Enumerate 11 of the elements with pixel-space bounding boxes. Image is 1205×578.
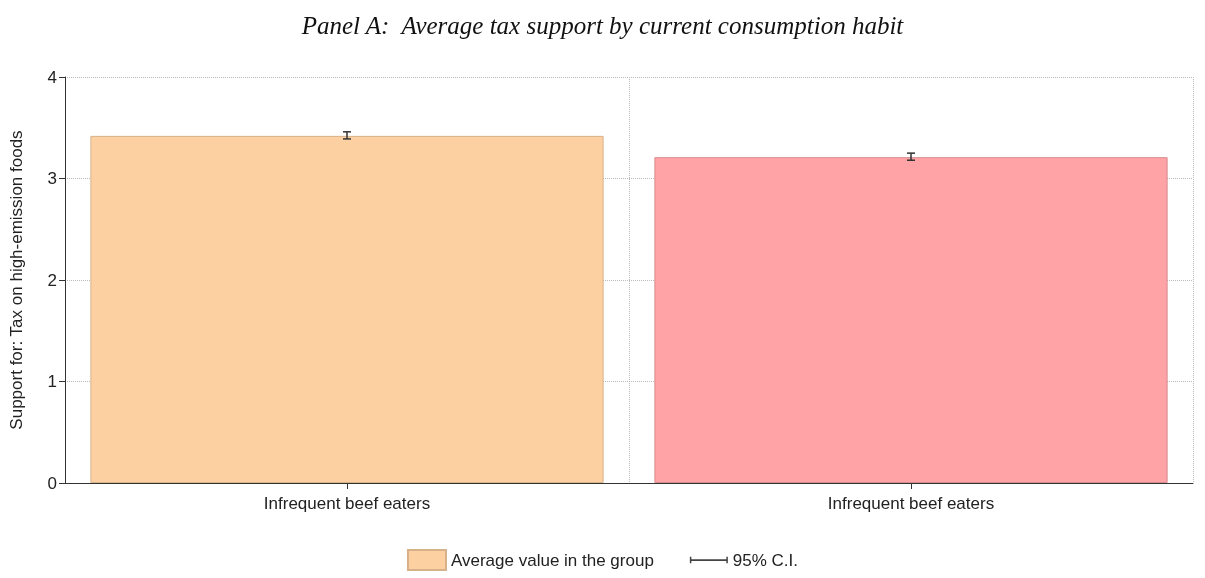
y-tick-label: 1 bbox=[47, 372, 57, 391]
x-tick-label: Infrequent beef eaters bbox=[827, 494, 995, 513]
y-tick-label: 4 bbox=[47, 67, 57, 87]
chart-title: Panel A: Average tax support by current consumption habit bbox=[300, 12, 905, 39]
x-tick-label: Infrequent beef eaters bbox=[263, 494, 431, 513]
text: 95% C.I. bbox=[732, 550, 799, 570]
y-tick-label: 2 bbox=[47, 270, 57, 290]
y-axis-title: Support for: Tax on high-emission foods bbox=[7, 130, 26, 430]
y-tick-label: 3 bbox=[47, 169, 57, 188]
legend-label: Average value in the group bbox=[450, 550, 654, 570]
y-tick-label: 0 bbox=[47, 473, 57, 493]
